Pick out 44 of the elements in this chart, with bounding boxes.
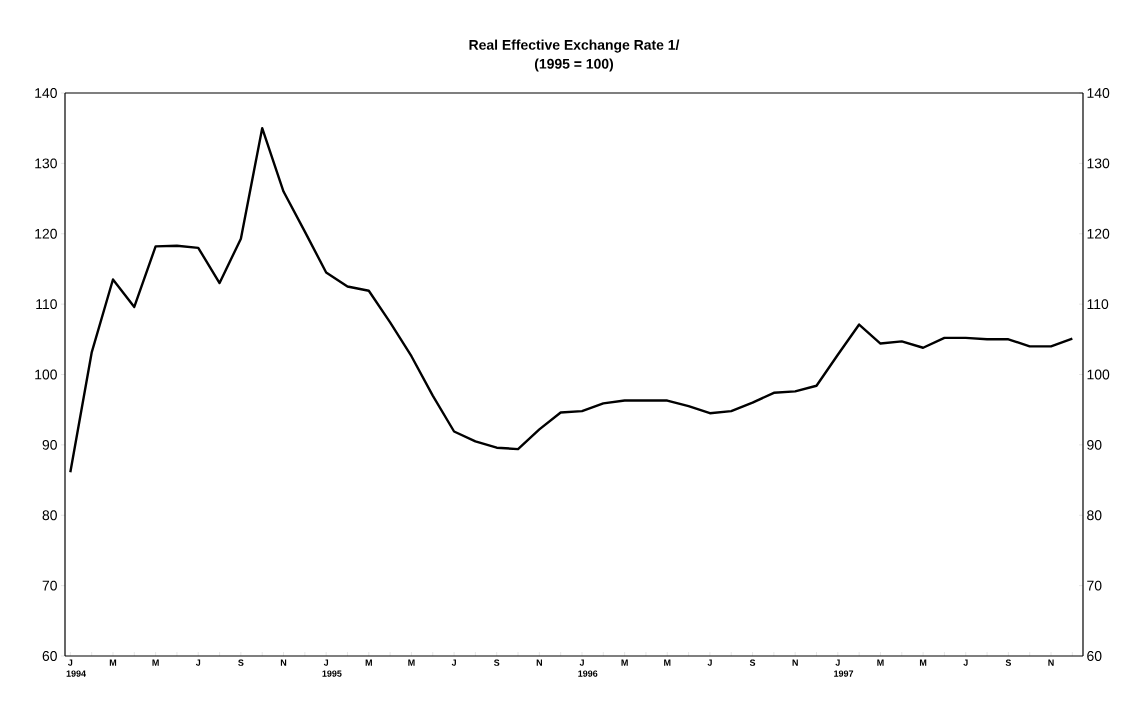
x-tick-label: M bbox=[877, 659, 884, 666]
y2-tick-label: 140 bbox=[1087, 88, 1110, 98]
y-tick-label: 120 bbox=[35, 228, 57, 239]
chart-title: Real Effective Exchange Rate 1/ bbox=[469, 39, 680, 53]
x-tick-label: S bbox=[749, 659, 756, 666]
y2-tick-label: 110 bbox=[1087, 299, 1109, 310]
y-tick-label: 130 bbox=[35, 158, 57, 169]
y-tick-label: 60 bbox=[42, 651, 57, 661]
y-tick-label: 110 bbox=[36, 299, 57, 310]
y2-tick-label: 90 bbox=[1087, 439, 1102, 450]
x-tick-label: N bbox=[536, 659, 542, 666]
y-tick-label: 70 bbox=[42, 580, 57, 591]
x-tick-label: M bbox=[152, 659, 159, 666]
y2-tick-label: 130 bbox=[1087, 158, 1110, 169]
x-tick-label: J 1996 bbox=[578, 659, 598, 677]
x-tick-label: M bbox=[109, 659, 117, 666]
x-tick-label: M bbox=[664, 659, 671, 666]
y-tick-label: 100 bbox=[35, 369, 57, 380]
x-tick-label: J bbox=[963, 659, 968, 666]
x-tick-label: J bbox=[451, 659, 456, 666]
x-tick-label: J bbox=[707, 659, 712, 666]
x-tick-label: N bbox=[792, 659, 798, 666]
y-tick-label: 90 bbox=[42, 439, 57, 450]
y2-tick-label: 60 bbox=[1087, 651, 1102, 661]
x-tick-label: N bbox=[1048, 659, 1054, 666]
x-tick-label: J 1994 bbox=[66, 659, 86, 677]
x-tick-label: M bbox=[408, 659, 415, 666]
x-tick-label: J 1997 bbox=[834, 659, 854, 677]
x-tick-label: S bbox=[238, 659, 244, 666]
x-tick-label: S bbox=[493, 659, 500, 666]
x-tick-label: M bbox=[919, 659, 927, 666]
y-tick-label: 80 bbox=[42, 510, 57, 521]
y-tick-label: 140 bbox=[35, 88, 57, 98]
y2-tick-label: 70 bbox=[1087, 580, 1102, 591]
x-tick-label: S bbox=[1005, 659, 1012, 666]
x-tick-label: J bbox=[195, 659, 201, 666]
y2-tick-label: 100 bbox=[1087, 369, 1110, 380]
x-tick-label: M bbox=[365, 659, 372, 666]
x-tick-label: M bbox=[621, 659, 628, 666]
chart-subtitle: (1995 = 100) bbox=[534, 58, 614, 72]
x-tick-label: J 1995 bbox=[322, 659, 342, 677]
y2-tick-label: 120 bbox=[1087, 228, 1110, 239]
x-tick-label: N bbox=[280, 659, 287, 666]
y2-tick-label: 80 bbox=[1087, 510, 1102, 521]
